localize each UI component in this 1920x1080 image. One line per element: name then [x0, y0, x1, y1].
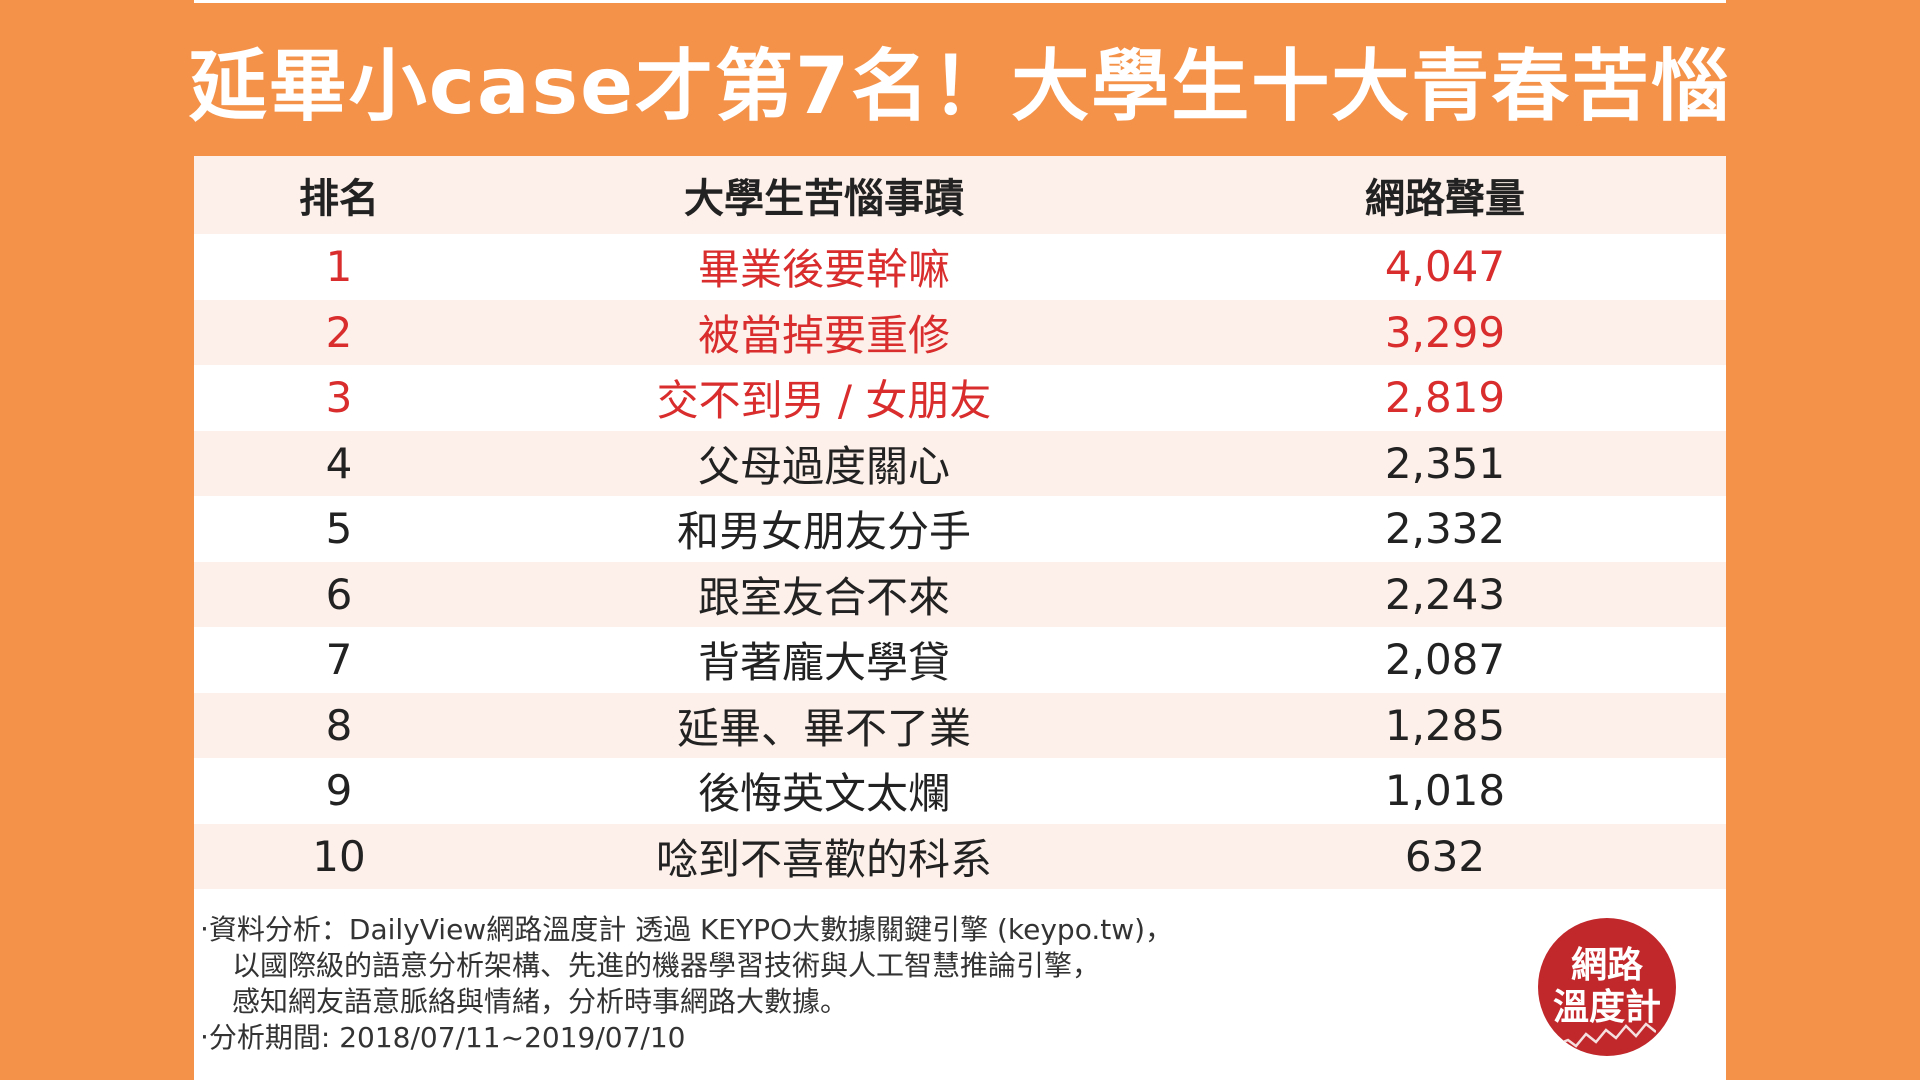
item-cell: 唸到不喜歡的科系: [655, 834, 992, 884]
rank-cell: 5: [325, 504, 353, 554]
title-banner: 延畢小case才第7名！大學生十大青春苦惱: [189, 0, 1729, 156]
volume-cell: 3,299: [1384, 307, 1506, 357]
table-row: 1 畢業後要幹嘛 4,047: [194, 234, 1726, 300]
table-row: 4 父母過度關心 2,351: [194, 430, 1726, 496]
table-row: 5 和男女朋友分手 2,332: [194, 496, 1726, 562]
rank-cell: 7: [325, 635, 353, 685]
source-note: ‧資料分析：DailyView網路溫度計 透過 KEYPO大數據關鍵引擎 (ke…: [200, 912, 1300, 1056]
table-row: 3 交不到男 / 女朋友 2,819: [194, 365, 1726, 431]
item-cell: 跟室友合不來: [697, 572, 950, 622]
volume-cell: 2,087: [1384, 635, 1506, 685]
rank-cell: 4: [325, 438, 353, 488]
volume-cell: 4,047: [1384, 242, 1506, 292]
period-line: ‧分析期間: 2018/07/11~2019/07/10: [200, 1021, 686, 1054]
header-rank: 排名: [299, 176, 379, 222]
item-cell: 延畢、畢不了業: [676, 703, 971, 753]
table-row: 8 延畢、畢不了業 1,285: [194, 692, 1726, 758]
table-row: 6 跟室友合不來 2,243: [194, 561, 1726, 627]
volume-cell: 632: [1404, 831, 1486, 881]
volume-cell: 2,243: [1384, 569, 1506, 619]
rank-cell: 2: [325, 307, 353, 357]
header-item: 大學生苦惱事蹟: [684, 176, 964, 222]
rank-cell: 1: [325, 242, 353, 292]
trend-line-icon: [1558, 1022, 1656, 1048]
item-cell: 畢業後要幹嘛: [697, 245, 950, 295]
volume-cell: 2,332: [1384, 504, 1506, 554]
item-cell: 交不到男 / 女朋友: [656, 376, 992, 426]
item-cell: 和男女朋友分手: [676, 507, 971, 557]
item-cell: 被當掉要重修: [697, 310, 950, 360]
rank-cell: 3: [325, 373, 353, 423]
table-row: 7 背著龐大學貸 2,087: [194, 627, 1726, 693]
volume-cell: 1,285: [1384, 700, 1506, 750]
table-row: 10 唸到不喜歡的科系 632: [194, 823, 1726, 889]
table-row: 9 後悔英文太爛 1,018: [194, 758, 1726, 824]
item-cell: 後悔英文太爛: [697, 769, 950, 819]
header-volume: 網路聲量: [1365, 176, 1525, 222]
rank-cell: 9: [325, 766, 353, 816]
source-line: ‧資料分析：DailyView網路溫度計 透過 KEYPO大數據關鍵引擎 (ke…: [200, 913, 1174, 946]
source-line: 感知網友語意脈絡與情緒，分析時事網路大數據。: [232, 985, 849, 1018]
volume-cell: 2,351: [1384, 438, 1506, 488]
item-cell: 父母過度關心: [697, 441, 950, 491]
logo-text-bottom: 溫度計: [1552, 987, 1661, 1028]
rank-cell: 6: [325, 569, 353, 619]
item-cell: 背著龐大學貸: [697, 638, 950, 688]
ranking-table: 排名 大學生苦惱事蹟 網路聲量 1 畢業後要幹嘛 4,047 2 被當掉要重修 …: [194, 156, 1726, 889]
volume-cell: 1,018: [1384, 766, 1506, 816]
table-row: 2 被當掉要重修 3,299: [194, 299, 1726, 365]
volume-cell: 2,819: [1384, 373, 1506, 423]
page-title: 延畢小case才第7名！大學生十大青春苦惱: [188, 41, 1732, 132]
logo-text-top: 網路: [1570, 945, 1643, 986]
table-header: 排名 大學生苦惱事蹟 網路聲量: [194, 156, 1726, 234]
brand-logo: 網路 溫度計: [1538, 918, 1676, 1056]
rank-cell: 8: [325, 700, 353, 750]
source-line: 以國際級的語意分析架構、先進的機器學習技術與人工智慧推論引擎，: [232, 949, 1101, 982]
rank-cell: 10: [312, 831, 366, 881]
